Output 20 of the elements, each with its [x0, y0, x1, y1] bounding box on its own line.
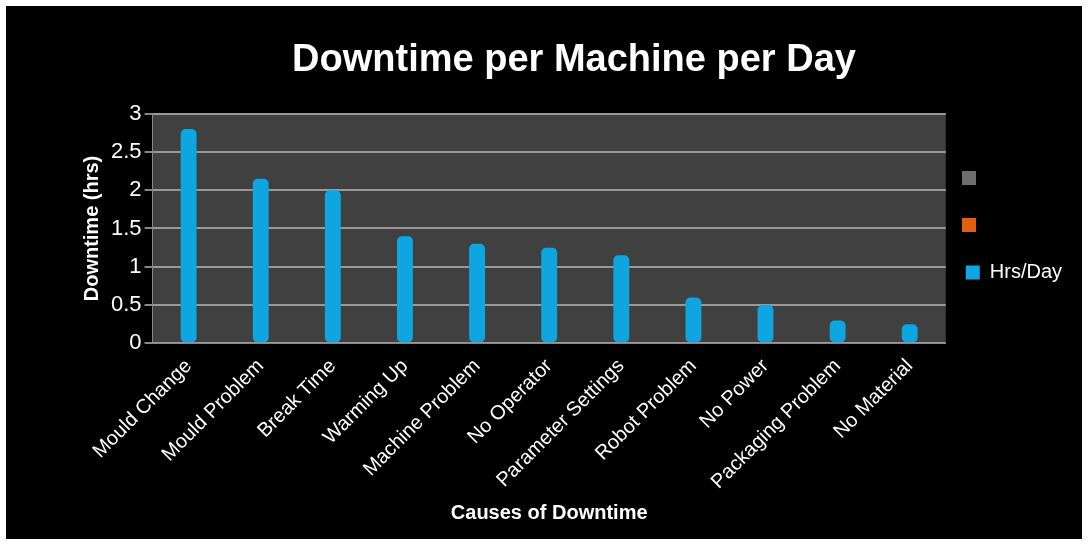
- y-tick-label: 0: [129, 329, 142, 355]
- bar: [252, 178, 269, 343]
- y-tick-label: 1: [129, 252, 142, 278]
- bar: [757, 305, 774, 343]
- y-tick-label: 2.5: [110, 137, 142, 163]
- y-tick-label: 1.5: [110, 214, 142, 240]
- bar: [324, 190, 341, 343]
- y-tick-label: 0.5: [110, 291, 142, 317]
- y-tick-label: 3: [129, 99, 142, 125]
- y-tick-label: 2: [129, 176, 142, 202]
- bar: [685, 297, 702, 343]
- chart-title: Downtime per Machine per Day: [292, 37, 856, 80]
- y-axis-title: Downtime (hrs): [79, 155, 102, 302]
- bar: [469, 243, 485, 343]
- legend-label: Hrs/Day: [989, 260, 1063, 283]
- bar: [397, 236, 413, 343]
- x-axis-title: Causes of Downtime: [450, 500, 648, 523]
- bar: [613, 255, 630, 343]
- bar: [541, 247, 558, 343]
- bar: [180, 128, 197, 343]
